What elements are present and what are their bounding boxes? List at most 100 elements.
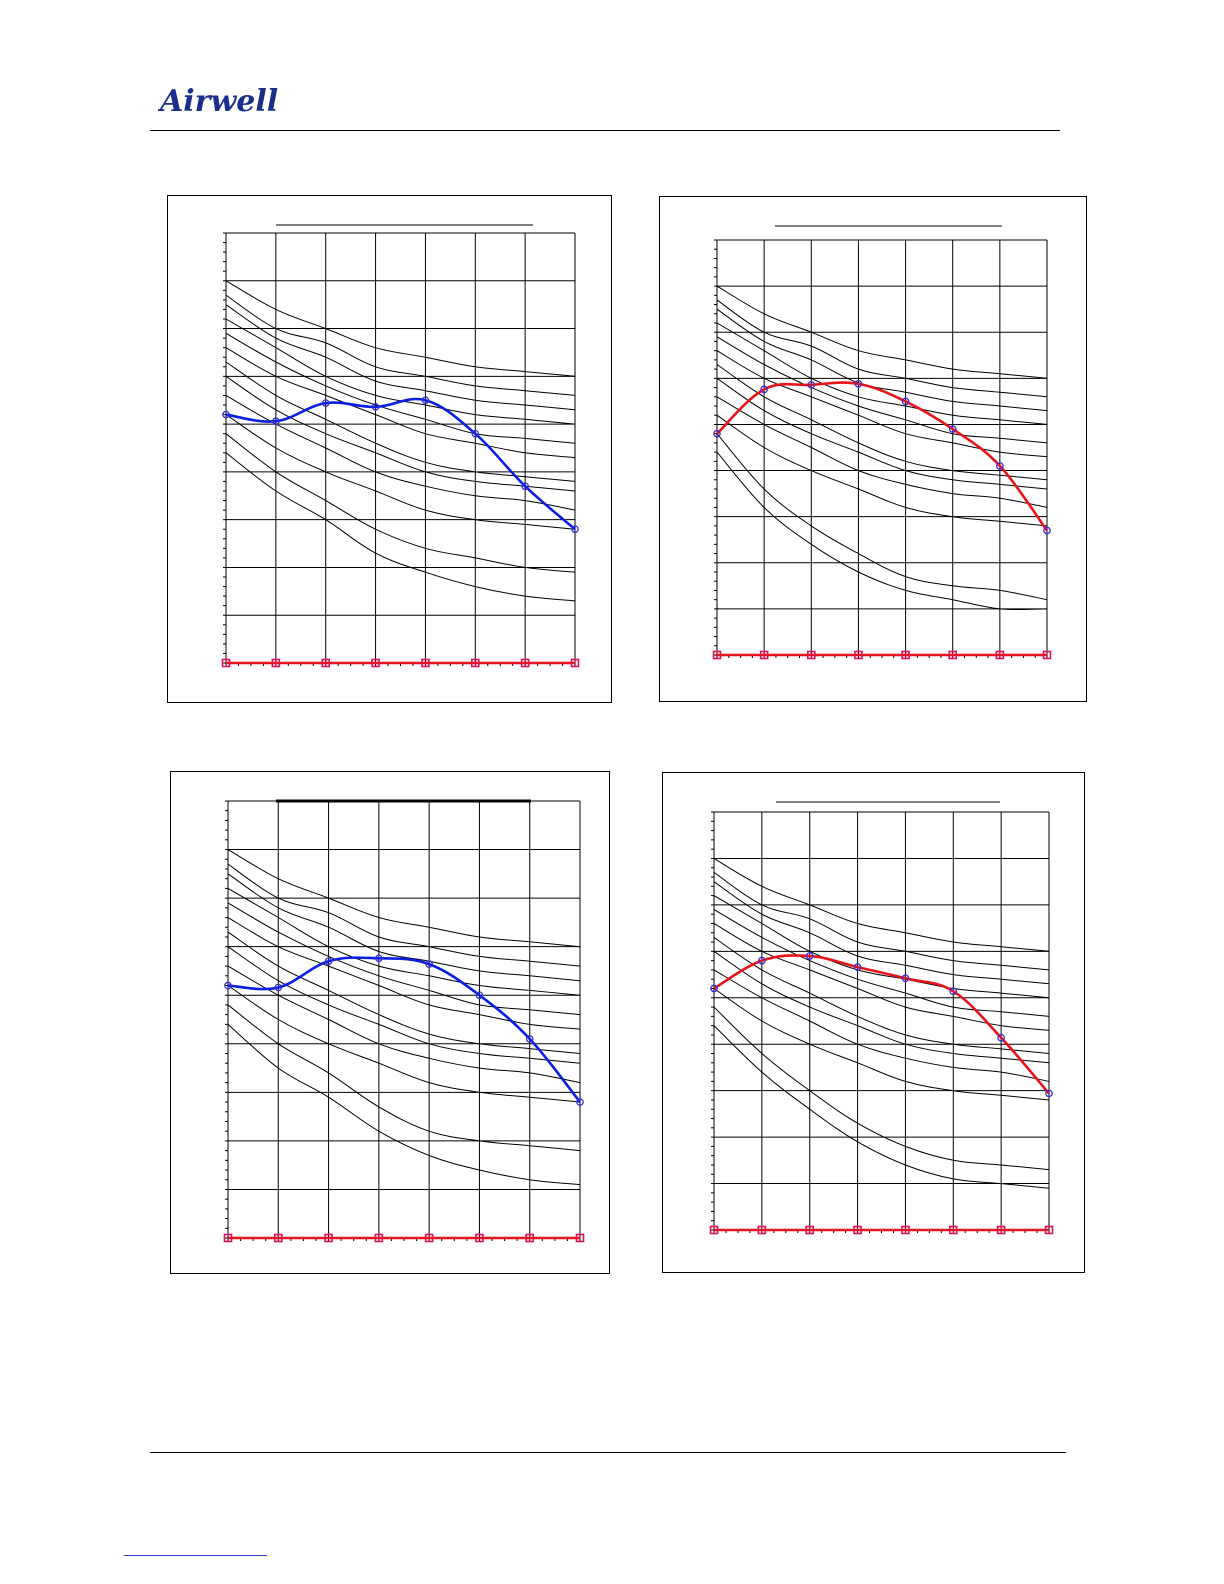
baseline-point-marker bbox=[901, 650, 910, 660]
reference-curve bbox=[716, 433, 1048, 601]
baseline-point-marker bbox=[948, 650, 958, 660]
baseline-point-marker bbox=[901, 1225, 910, 1235]
baseline-point-marker bbox=[806, 650, 816, 660]
data-point-marker bbox=[475, 991, 484, 1000]
reference-curve bbox=[225, 294, 576, 396]
baseline-point-marker bbox=[421, 658, 430, 668]
baseline-point-marker bbox=[854, 650, 863, 660]
reference-curve bbox=[713, 988, 1050, 1101]
footer-rule bbox=[150, 1452, 1066, 1453]
data-point-marker bbox=[713, 429, 721, 438]
data-point-marker bbox=[274, 983, 283, 992]
data-point-marker bbox=[854, 380, 863, 388]
airwell-logo: Airwell bbox=[158, 84, 278, 118]
reference-curve bbox=[227, 1004, 581, 1152]
data-point-marker bbox=[758, 956, 766, 965]
reference-curve bbox=[225, 375, 576, 492]
chart-bottom-left bbox=[170, 771, 610, 1274]
data-point-marker bbox=[321, 399, 330, 407]
reference-curve bbox=[227, 887, 581, 996]
reference-curve bbox=[713, 950, 1050, 1064]
data-point-marker bbox=[576, 1098, 584, 1106]
baseline-point-marker bbox=[712, 650, 722, 660]
reference-curve bbox=[716, 451, 1048, 611]
baseline-point-marker bbox=[223, 1233, 233, 1243]
reference-curve bbox=[713, 936, 1050, 1054]
chart-top-left bbox=[167, 195, 612, 703]
reference-curve bbox=[713, 1025, 1050, 1189]
data-point-marker bbox=[853, 963, 862, 971]
reference-curve bbox=[227, 873, 581, 982]
reference-curve bbox=[225, 452, 576, 602]
data-point-marker bbox=[1045, 1089, 1053, 1098]
footer-link-underline bbox=[124, 1555, 267, 1556]
baseline-point-marker bbox=[996, 1225, 1006, 1235]
data-point-marker bbox=[996, 462, 1004, 470]
series-line-primary bbox=[227, 956, 582, 1103]
data-point-marker bbox=[807, 380, 816, 389]
data-point-marker bbox=[371, 403, 380, 411]
baseline-point-marker bbox=[321, 658, 331, 668]
reference-curve bbox=[716, 414, 1048, 527]
reference-curve bbox=[716, 299, 1048, 398]
data-point-marker bbox=[375, 954, 383, 963]
reference-curve bbox=[716, 396, 1048, 508]
data-point-marker bbox=[997, 1033, 1005, 1042]
data-point-marker bbox=[222, 410, 230, 419]
data-point-marker bbox=[421, 396, 430, 405]
data-point-marker bbox=[710, 984, 718, 993]
baseline-point-marker bbox=[805, 1225, 815, 1235]
data-point-marker bbox=[760, 385, 768, 394]
reference-curve bbox=[713, 1006, 1050, 1171]
reference-curve bbox=[225, 347, 576, 459]
baseline-point-marker bbox=[709, 1225, 719, 1235]
chart-frame bbox=[659, 196, 1087, 702]
reference-curve bbox=[227, 863, 581, 967]
baseline-point-marker bbox=[520, 658, 530, 668]
reference-curve bbox=[713, 858, 1050, 952]
data-point-marker bbox=[521, 482, 529, 491]
reference-curve bbox=[716, 364, 1048, 481]
reference-curve bbox=[225, 332, 576, 444]
reference-curve bbox=[227, 965, 581, 1084]
reference-curve bbox=[225, 361, 576, 482]
data-point-marker bbox=[525, 1035, 534, 1043]
chart-bottom-right bbox=[662, 772, 1085, 1273]
baseline-point-marker bbox=[374, 1233, 384, 1243]
data-point-marker bbox=[224, 981, 232, 990]
data-point-marker bbox=[471, 429, 480, 438]
reference-curve bbox=[225, 280, 576, 377]
data-point-marker bbox=[425, 960, 433, 968]
reference-curve bbox=[716, 350, 1048, 458]
series-line-primary bbox=[713, 954, 1050, 1095]
baseline-point-marker bbox=[324, 1233, 333, 1243]
reference-curve bbox=[227, 902, 581, 1016]
reference-curve bbox=[225, 304, 576, 411]
baseline-point-marker bbox=[570, 658, 580, 668]
reference-curve bbox=[713, 881, 1050, 985]
baseline-point-marker bbox=[1044, 1225, 1054, 1235]
data-point-marker bbox=[324, 957, 333, 966]
logo-wordmark: Airwell bbox=[158, 84, 278, 118]
reference-curve bbox=[227, 917, 581, 1030]
data-point-marker bbox=[805, 952, 814, 960]
reference-curve bbox=[716, 285, 1048, 379]
data-point-marker bbox=[1043, 526, 1051, 535]
baseline-point-marker bbox=[271, 658, 281, 668]
reference-curve bbox=[716, 308, 1048, 412]
baseline-point-marker bbox=[948, 1225, 958, 1235]
baseline-point-marker bbox=[525, 1233, 535, 1243]
baseline-point-marker bbox=[221, 658, 231, 668]
reference-curve bbox=[227, 985, 581, 1103]
header-rule bbox=[150, 130, 1060, 131]
reference-curve bbox=[716, 377, 1048, 490]
chart-top-right bbox=[659, 196, 1087, 702]
reference-curve bbox=[716, 322, 1048, 425]
data-point-marker bbox=[901, 974, 910, 983]
reference-curve bbox=[713, 909, 1050, 1017]
baseline-point-marker bbox=[995, 650, 1005, 660]
baseline-point-marker bbox=[273, 1233, 283, 1243]
reference-curve bbox=[227, 946, 581, 1064]
data-point-marker bbox=[901, 397, 910, 406]
series-line-primary bbox=[716, 381, 1049, 532]
